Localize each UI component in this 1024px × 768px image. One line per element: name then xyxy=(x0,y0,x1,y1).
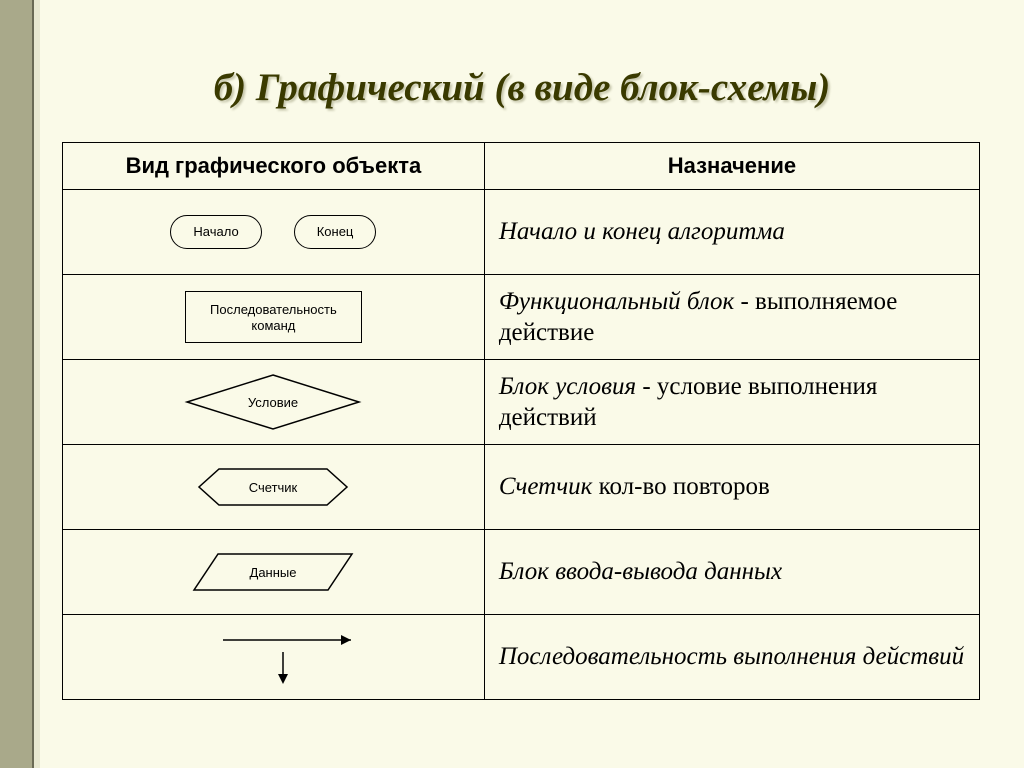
table-header-row: Вид графического объекта Назначение xyxy=(63,143,980,190)
shape-arrows-cell xyxy=(63,615,485,700)
table-row: Последовательностькоманд Функциональный … xyxy=(63,275,980,360)
desc-terminator: Начало и конец алгоритма xyxy=(484,190,979,275)
flow-arrows-icon xyxy=(163,622,383,692)
decision-icon: Условие xyxy=(183,371,363,433)
desc-arrows: Последовательность выполнения действий xyxy=(484,615,979,700)
desc-io: Блок ввода-вывода данных xyxy=(484,530,979,615)
terminator-end-icon: Конец xyxy=(294,215,377,249)
table-row: Счетчик Счетчик кол-во повторов xyxy=(63,445,980,530)
preparation-icon: Счетчик xyxy=(193,463,353,511)
slide-title: б) Графический (в виде блок-схемы) xyxy=(60,65,984,110)
svg-text:Условие: Условие xyxy=(248,395,298,410)
header-col1: Вид графического объекта xyxy=(63,143,485,190)
desc-decision: Блок условия - условие выполнения действ… xyxy=(484,360,979,445)
table-row: Последовательность выполнения действий xyxy=(63,615,980,700)
terminator-start-icon: Начало xyxy=(170,215,261,249)
table-row: Условие Блок условия - условие выполнени… xyxy=(63,360,980,445)
desc-process: Функциональный блок - выполняемое действ… xyxy=(484,275,979,360)
table-row: Начало Конец Начало и конец алгоритма xyxy=(63,190,980,275)
desc-preparation: Счетчик кол-во повторов xyxy=(484,445,979,530)
io-icon: Данные xyxy=(188,548,358,596)
shape-io-cell: Данные xyxy=(63,530,485,615)
svg-text:Счетчик: Счетчик xyxy=(249,480,298,495)
slide-sidebar-edge xyxy=(32,0,40,768)
shape-decision-cell: Условие xyxy=(63,360,485,445)
process-icon: Последовательностькоманд xyxy=(185,291,362,342)
table-row: Данные Блок ввода-вывода данных xyxy=(63,530,980,615)
shape-preparation-cell: Счетчик xyxy=(63,445,485,530)
header-col2: Назначение xyxy=(484,143,979,190)
shape-terminator-cell: Начало Конец xyxy=(63,190,485,275)
svg-text:Данные: Данные xyxy=(250,565,297,580)
shape-process-cell: Последовательностькоманд xyxy=(63,275,485,360)
flowchart-symbol-table: Вид графического объекта Назначение Нача… xyxy=(62,142,980,700)
